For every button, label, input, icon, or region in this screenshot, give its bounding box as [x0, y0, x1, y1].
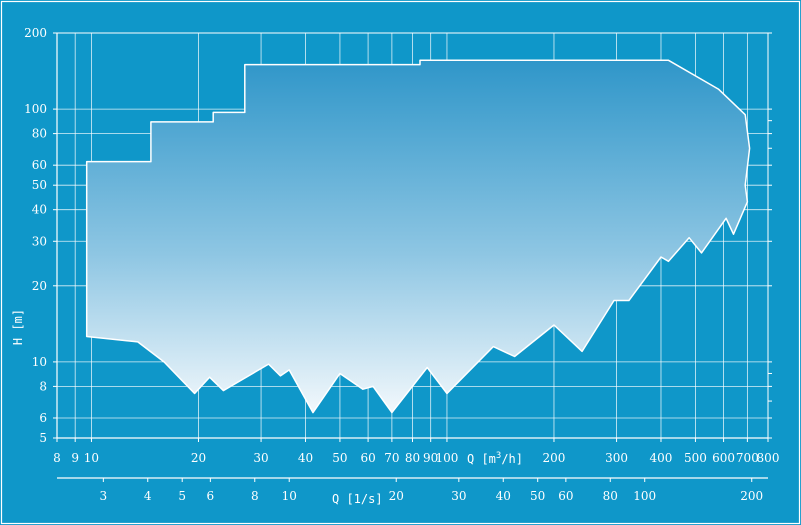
x-tick-label: 9: [71, 451, 79, 465]
x-tick-label: 10: [84, 451, 99, 465]
x2-tick-label: 60: [558, 489, 573, 503]
y-tick-label: 100: [24, 102, 47, 116]
x2-tick-label: 4: [144, 489, 152, 503]
x2-tick-label: 200: [740, 489, 763, 503]
y-axis-label: H [m]: [11, 309, 25, 345]
x-tick-label: 200: [543, 451, 566, 465]
x-tick-label: 90: [423, 451, 438, 465]
x-tick-label: 80: [405, 451, 420, 465]
x-axis-label-ls: Q [1/s]: [332, 492, 383, 506]
y-tick-label: 8: [39, 379, 47, 393]
x-tick-label: 8: [53, 451, 61, 465]
x-tick-label: 100: [435, 451, 458, 465]
y-tick-label: 6: [39, 411, 47, 425]
y-tick-label: 10: [32, 355, 47, 369]
x-tick-label: 30: [253, 451, 268, 465]
x-tick-label: 40: [298, 451, 313, 465]
x2-tick-label: 10: [282, 489, 297, 503]
x-tick-label: 300: [605, 451, 628, 465]
x-tick-label: 700: [736, 451, 759, 465]
x2-tick-label: 6: [207, 489, 215, 503]
x-tick-labels-ls: 3 4 5 6 8 10 20 30 40 50 60 80 100 200: [100, 489, 764, 503]
x-tick-label: 400: [650, 451, 673, 465]
x-tick-label: 20: [191, 451, 206, 465]
y-tick-label: 80: [32, 127, 47, 141]
operating-region: [85, 59, 751, 414]
x-tick-label: 500: [684, 451, 707, 465]
y-tick-label: 5: [39, 431, 47, 445]
x2-tick-label: 20: [389, 489, 404, 503]
x-tick-label: 800: [757, 451, 780, 465]
x2-tick-label: 80: [603, 489, 618, 503]
y-tick-label: 60: [32, 158, 47, 172]
x-tick-label: 60: [360, 451, 375, 465]
y-tick-label: 20: [32, 279, 47, 293]
y-tick-labels: 5 6 8 10 20 30 40 50 60 80 100 200: [24, 26, 47, 445]
x2-tick-label: 100: [633, 489, 656, 503]
x2-tick-label: 8: [251, 489, 259, 503]
x-axis-label-m3h: Q [m3/h]: [467, 451, 523, 466]
y-tick-label: 30: [32, 234, 47, 248]
y-tick-label: 50: [32, 178, 47, 192]
x-tick-label: 600: [712, 451, 735, 465]
x-tick-label: 70: [384, 451, 399, 465]
x-tick-label: 50: [332, 451, 347, 465]
y-tick-label: 40: [32, 203, 47, 217]
y-tick-label: 200: [24, 26, 47, 40]
x2-tick-label: 5: [178, 489, 186, 503]
x2-tick-label: 40: [496, 489, 511, 503]
x2-tick-label: 3: [100, 489, 108, 503]
axes: [53, 32, 772, 482]
x2-tick-label: 30: [451, 489, 466, 503]
x2-tick-label: 50: [530, 489, 545, 503]
